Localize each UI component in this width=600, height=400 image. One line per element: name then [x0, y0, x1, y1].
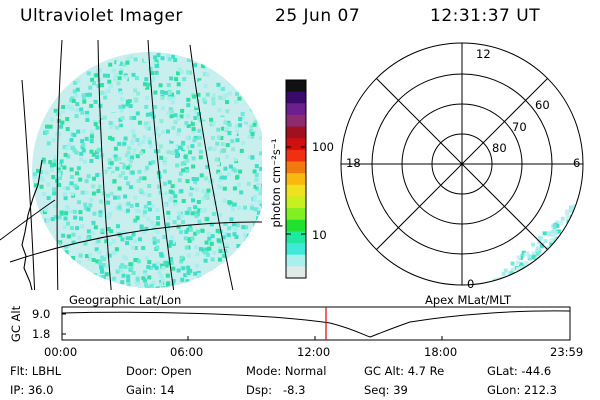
status-ip: IP: 36.0	[10, 383, 54, 397]
status-mode: Mode: Normal	[246, 364, 327, 378]
colorbar-segment	[286, 219, 306, 233]
colorbar-segment	[286, 184, 306, 198]
status-glon: GLon: 212.3	[487, 383, 557, 397]
polar-plot	[340, 42, 584, 286]
colorbar-segment	[286, 208, 306, 221]
colorbar	[285, 79, 307, 279]
timeline-xtick-0600: 06:00	[170, 345, 204, 359]
coastline	[21, 159, 43, 290]
polar-lat-80: 80	[492, 141, 507, 155]
timeline-xtick-1200: 12:00	[297, 345, 331, 359]
colorbar-segment	[286, 161, 306, 174]
colorbar-segment	[286, 103, 306, 116]
timeline-xtick-1800: 18:00	[424, 345, 458, 359]
polar-lat-60: 60	[535, 98, 550, 112]
altitude-curve	[61, 310, 571, 338]
colorbar-segment	[286, 138, 306, 151]
timeline-ytick-1-8: 1.8	[32, 327, 51, 341]
geographic-panel-label: Geographic Lat/Lon	[69, 293, 182, 307]
image-time: 12:31:37 UT	[430, 6, 541, 26]
colorbar-segment	[286, 114, 306, 128]
status-filter: Flt: LBHL	[10, 364, 62, 378]
colorbar-segment	[286, 173, 306, 186]
timeline-xtick-2359: 23:59	[550, 345, 584, 359]
polar-lat-70: 70	[512, 120, 527, 134]
colorbar-unit-label: photon cm⁻²s⁻¹	[269, 138, 283, 228]
polar-mlt-0: 0	[467, 277, 475, 291]
emission-pixels	[32, 53, 262, 288]
status-gc-alt: GC Alt: 4.7 Re	[364, 364, 445, 378]
colorbar-segment	[286, 80, 306, 93]
timeline-ytick-9: 9.0	[32, 307, 51, 321]
colorbar-tick-10: 10	[312, 228, 327, 242]
colorbar-segment	[286, 243, 306, 256]
instrument-title: Ultraviolet Imager	[20, 6, 183, 26]
status-seq: Seq: 39	[364, 383, 408, 397]
polar-mlt-6: 6	[573, 156, 581, 170]
colorbar-tick-100: 100	[312, 140, 334, 154]
status-dsp: Dsp: -8.3	[246, 383, 306, 397]
colorbar-segment	[286, 149, 306, 163]
orbit-timeline	[61, 306, 571, 341]
polar-mlt-18: 18	[346, 156, 361, 170]
status-glat: GLat: -44.6	[487, 364, 552, 378]
status-door: Door: Open	[126, 364, 192, 378]
colorbar-segment	[286, 266, 306, 279]
polar-mlt-12: 12	[476, 47, 491, 61]
colorbar-segment	[286, 196, 306, 209]
status-gain: Gain: 14	[126, 383, 175, 397]
colorbar-segment	[286, 91, 306, 104]
colorbar-segment	[286, 254, 306, 267]
timeline-xtick-0000: 00:00	[44, 345, 78, 359]
timeline-axis-label: GC Alt	[9, 305, 23, 343]
geographic-image-panel	[0, 39, 262, 290]
colorbar-segment	[286, 231, 306, 244]
polar-panel-label: Apex MLat/MLT	[425, 293, 512, 307]
colorbar-segment	[286, 126, 306, 139]
image-date: 25 Jun 07	[275, 6, 361, 26]
geographic-grid-lines	[0, 39, 262, 290]
